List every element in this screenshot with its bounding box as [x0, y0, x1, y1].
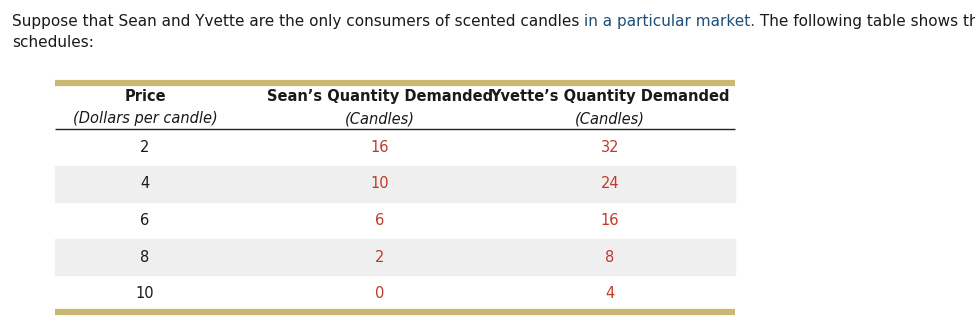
Text: Yvette’s Quantity Demanded: Yvette’s Quantity Demanded: [490, 89, 729, 104]
Text: (Candles): (Candles): [345, 111, 415, 126]
Text: 4: 4: [140, 176, 149, 192]
Text: schedules:: schedules:: [12, 35, 94, 50]
Text: 6: 6: [140, 213, 149, 228]
Text: 16: 16: [601, 213, 619, 228]
Text: 32: 32: [601, 140, 619, 155]
Text: Price: Price: [124, 89, 166, 104]
Text: Suppose that Sean and Yvette are the only consumers of scented candles: Suppose that Sean and Yvette are the onl…: [12, 14, 584, 29]
Text: 6: 6: [375, 213, 384, 228]
Text: 24: 24: [601, 176, 619, 192]
Text: 16: 16: [370, 140, 389, 155]
Text: 10: 10: [136, 286, 154, 301]
Text: 0: 0: [375, 286, 385, 301]
Bar: [55, 239, 735, 276]
Text: (Dollars per candle): (Dollars per candle): [72, 111, 217, 126]
Bar: [55, 166, 735, 202]
Text: The following table shows their annual demand: The following table shows their annual d…: [756, 14, 975, 29]
Text: 10: 10: [370, 176, 389, 192]
Text: in a particular market.: in a particular market.: [584, 14, 756, 29]
Text: 2: 2: [375, 250, 385, 265]
Text: Sean’s Quantity Demanded: Sean’s Quantity Demanded: [267, 89, 493, 104]
Text: 8: 8: [140, 250, 149, 265]
Text: (Candles): (Candles): [575, 111, 645, 126]
Text: 8: 8: [605, 250, 614, 265]
Text: 4: 4: [605, 286, 614, 301]
Text: 2: 2: [140, 140, 150, 155]
